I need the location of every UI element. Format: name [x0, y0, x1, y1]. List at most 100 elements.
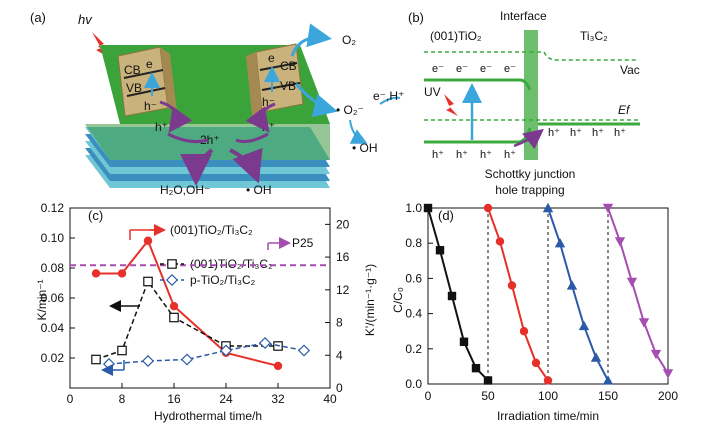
e-minus-2: e⁻: [456, 63, 468, 75]
c-xtick-label-0: 0: [67, 392, 74, 406]
c-legend-black-marker: [167, 259, 177, 269]
h-plus-1: h⁺: [432, 149, 444, 161]
d-series-0-point-2: [447, 291, 457, 301]
vac-label: Vac: [620, 63, 640, 77]
panel-a: (a) hv CB e VB h⁻: [30, 10, 404, 197]
c-series-line-0: [96, 238, 279, 367]
panel-a-label: (a): [30, 10, 46, 25]
c-series-1-point-1: [117, 345, 127, 356]
c-ytick-label-5: 0.12: [41, 201, 65, 215]
c-series-1-point-2: [143, 276, 153, 287]
cb-label-right: CB: [280, 59, 297, 73]
schottky-caption-1: Schottky junction: [485, 167, 576, 181]
c-legend-p25: P25: [292, 236, 314, 250]
panel-d: (d) Irradiation time/min C/C₀ 0 50 100 150 2…: [391, 201, 678, 423]
hminus-label-left: h⁻: [144, 99, 157, 113]
d-series-1-point-5: [543, 376, 553, 385]
h-plus-5: h⁺: [548, 127, 560, 139]
c-xtick-label-4: 32: [271, 392, 285, 406]
d-series-3-point-3: [638, 318, 650, 328]
panel-b: (b) Interface (001)TiO₂ Ti₃C₂ Vac e⁻ e⁻ …: [408, 9, 640, 197]
oh-radical-label: • OH: [352, 141, 378, 155]
e-minus-3: e⁻: [480, 63, 492, 75]
tio2-label: (001)TiO₂: [430, 29, 482, 43]
d-series-1-point-2: [507, 281, 517, 290]
ti3c2-label: Ti₃C₂: [580, 29, 608, 43]
c-legend-black: (001)TiO₂/Ti₃C₂: [190, 257, 273, 271]
e-minus-4: e⁻: [504, 63, 516, 75]
c-series-2-point-5: [297, 344, 311, 357]
d-xlabel: Irradiation time/min: [497, 409, 599, 423]
d-series-3-point-2: [626, 277, 638, 288]
c-xtick-label-3: 24: [219, 392, 233, 406]
d-series-0-point-0: [423, 203, 433, 213]
c-ytick-label-3: 0.08: [41, 261, 65, 275]
c-ylabel-left: K/min⁻¹: [35, 279, 49, 320]
c-xtick-label-5: 40: [323, 392, 337, 406]
h2o-oh-label: H₂O,OH⁻: [160, 183, 210, 197]
d-series-3-point-5: [662, 369, 674, 379]
c-ytick-label-2: 0.06: [41, 291, 65, 305]
d-series-2-point-3: [578, 320, 590, 331]
d-series-0-point-5: [483, 376, 493, 385]
ef-label: Ef: [618, 103, 631, 117]
c-legend-blue-marker: [165, 273, 179, 287]
d-series-line-2: [547, 207, 609, 381]
c-ytick-label-1: 0.04: [41, 321, 65, 335]
d-ytick-label-2: 0.4: [405, 307, 422, 321]
o2-label: O₂: [342, 33, 356, 47]
h-plus-8: h⁺: [614, 127, 626, 139]
d-ytick-label-4: 0.8: [405, 236, 422, 250]
lightning-icon-b: [444, 94, 458, 116]
d-series-3-point-0: [602, 203, 614, 214]
c-y2tick-label-5: 20: [336, 217, 350, 231]
two-hplus: 2h⁺: [200, 133, 220, 147]
d-series-2-point-2: [566, 280, 578, 290]
panel-d-label: (d): [438, 208, 454, 223]
c-y2tick-label-2: 8: [336, 316, 343, 330]
d-ylabel: C/C₀: [391, 287, 405, 313]
interface-label: Interface: [500, 9, 547, 23]
d-series-line-3: [607, 207, 669, 374]
c-series-2-point-0: [102, 357, 116, 371]
d-xtick-label-4: 200: [658, 389, 678, 403]
d-xtick-label-3: 150: [598, 389, 618, 403]
uv-label: UV: [424, 85, 441, 99]
c-series-line-2: [108, 342, 305, 365]
c-y2tick-label-1: 4: [336, 348, 343, 362]
c-xtick-label-1: 8: [119, 392, 126, 406]
c-series-2-point-4: [258, 336, 272, 350]
c-series-2-point-3: [219, 344, 233, 357]
d-series-2-point-5: [602, 375, 614, 385]
o2-radical-label: • O₂⁻: [336, 103, 364, 117]
interface-band: [524, 30, 538, 160]
d-ytick-label-3: 0.6: [405, 271, 422, 285]
h-plus-6: h⁺: [570, 127, 582, 139]
c-series-0-point-3: [169, 301, 179, 311]
c-series-0-point-0: [91, 269, 101, 278]
tio2-crystal-right: e CB VB h⁻: [246, 43, 304, 116]
d-series-1-point-4: [531, 358, 541, 368]
c-ytick-label-4: 0.10: [41, 231, 65, 245]
e-minus-1: e⁻: [432, 63, 444, 75]
d-series-2-point-4: [590, 352, 602, 362]
e-h-plus-label: e⁻,H⁺: [373, 89, 404, 103]
c-series-0-point-5: [273, 361, 283, 371]
d-xtick-label-1: 50: [481, 389, 495, 403]
c-series-2-point-2: [180, 353, 194, 366]
panel-c-label: (c): [88, 208, 103, 223]
d-xtick-label-2: 100: [538, 389, 558, 403]
d-ytick-label-1: 0.2: [405, 342, 422, 356]
h-plus-3: h⁺: [480, 149, 492, 161]
vb-label-left: VB: [126, 81, 142, 95]
hv-label: hv: [78, 12, 93, 27]
panel-c: (c) Hydrothermal time/h K/min⁻¹ K'/(min⁻…: [35, 201, 377, 423]
vb-label-right: VB: [280, 79, 296, 93]
d-series-3-point-1: [614, 237, 626, 247]
d-series-line-0: [427, 207, 489, 382]
tio2-crystal-left: CB e VB h⁻: [117, 46, 177, 117]
h-plus-4: h⁺: [504, 149, 516, 161]
e-label-right: e: [268, 51, 275, 65]
oh-radical-label-2: • OH: [246, 183, 272, 197]
